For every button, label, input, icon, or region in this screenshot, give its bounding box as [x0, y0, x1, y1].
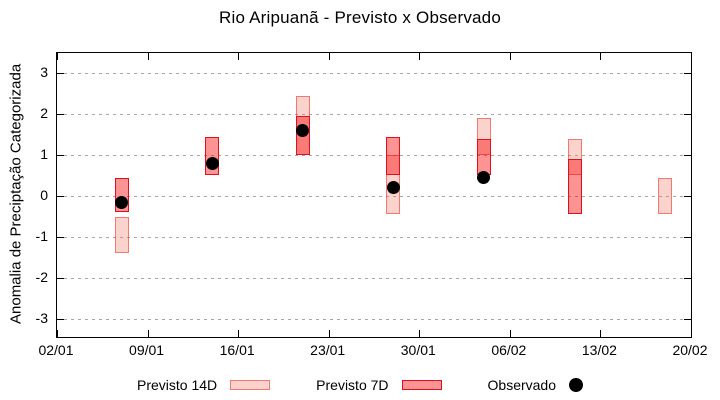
x-tick-label: 16/01	[219, 342, 255, 358]
previsto-7d-swatch-icon	[401, 380, 442, 390]
observado-point	[115, 195, 129, 209]
previsto-14d-bar	[658, 177, 673, 215]
y-tick-mark	[57, 237, 64, 238]
x-tick-mark	[600, 330, 602, 337]
legend-label-observado: Observado	[487, 377, 556, 393]
x-tick-mark	[328, 330, 330, 337]
y-tick-label: -3	[35, 310, 48, 326]
x-tick-mark	[600, 53, 602, 60]
previsto-14d-bar	[567, 138, 582, 176]
x-tick-label: 09/01	[129, 342, 165, 358]
legend-item-previsto-7d: Previsto 7D	[316, 377, 442, 393]
y-tick-label: -1	[35, 228, 48, 244]
previsto-7d-bar	[567, 159, 582, 215]
x-tick-mark	[419, 330, 421, 337]
x-tick-label: 13/02	[581, 342, 617, 358]
x-tick-mark	[691, 330, 692, 337]
previsto-7d-bar	[386, 136, 401, 176]
y-tick-mark	[57, 114, 64, 115]
legend-label-previsto-7d: Previsto 7D	[316, 377, 389, 393]
x-tick-mark	[238, 330, 240, 337]
x-tick-mark	[57, 53, 58, 60]
y-tick-mark	[684, 196, 691, 197]
observado-dot-icon	[569, 378, 583, 392]
chart-title: Rio Aripuanã - Previsto x Observado	[219, 8, 501, 27]
gridline-y-3	[57, 318, 691, 320]
y-tick-mark	[57, 73, 64, 74]
gridline-y-2	[57, 277, 691, 279]
x-tick-mark	[419, 53, 421, 60]
legend-label-previsto-14d: Previsto 14D	[137, 377, 218, 393]
x-tick-mark	[238, 53, 240, 60]
x-tick-mark	[328, 53, 330, 60]
y-tick-mark	[684, 155, 691, 156]
y-tick-label: 2	[40, 105, 48, 121]
x-tick-mark	[691, 53, 692, 60]
y-tick-mark	[57, 196, 64, 197]
y-tick-mark	[684, 278, 691, 279]
legend-item-previsto-14d: Previsto 14D	[137, 377, 271, 393]
y-tick-mark	[684, 114, 691, 115]
gridline-y2	[57, 113, 691, 115]
x-tick-mark	[57, 330, 58, 337]
y-tick-mark	[57, 155, 64, 156]
y-tick-mark	[57, 278, 64, 279]
x-tick-mark	[509, 53, 511, 60]
x-tick-label: 23/01	[310, 342, 346, 358]
gridline-y1	[57, 154, 691, 156]
plot-area	[56, 52, 692, 338]
x-tick-label: 20/02	[672, 342, 708, 358]
previsto-7d-bar	[476, 138, 491, 176]
y-tick-label: 3	[40, 64, 48, 80]
previsto-14d-bar	[476, 118, 491, 155]
y-tick-label: 1	[40, 146, 48, 162]
observado-point	[205, 156, 219, 170]
y-tick-label: 0	[40, 187, 48, 203]
gridline-y0	[57, 195, 691, 197]
legend: Previsto 14D Previsto 7D Observado	[0, 374, 720, 396]
observado-point	[386, 181, 400, 195]
previsto-14d-swatch-icon	[230, 380, 271, 390]
x-tick-label: 30/01	[400, 342, 436, 358]
y-tick-mark	[684, 319, 691, 320]
x-tick-mark	[147, 53, 149, 60]
y-tick-mark	[684, 237, 691, 238]
observado-point	[296, 123, 310, 137]
x-tick-label: 06/02	[491, 342, 527, 358]
legend-item-observado: Observado	[488, 377, 583, 393]
x-tick-label: 02/01	[38, 342, 74, 358]
y-tick-label: -2	[35, 269, 48, 285]
y-tick-mark	[57, 319, 64, 320]
x-tick-mark	[509, 330, 511, 337]
previsto-14d-bar	[114, 216, 129, 254]
x-tick-mark	[147, 330, 149, 337]
gridline-y3	[57, 72, 691, 74]
gridline-y-1	[57, 236, 691, 238]
y-tick-mark	[684, 73, 691, 74]
observado-point	[477, 171, 491, 185]
